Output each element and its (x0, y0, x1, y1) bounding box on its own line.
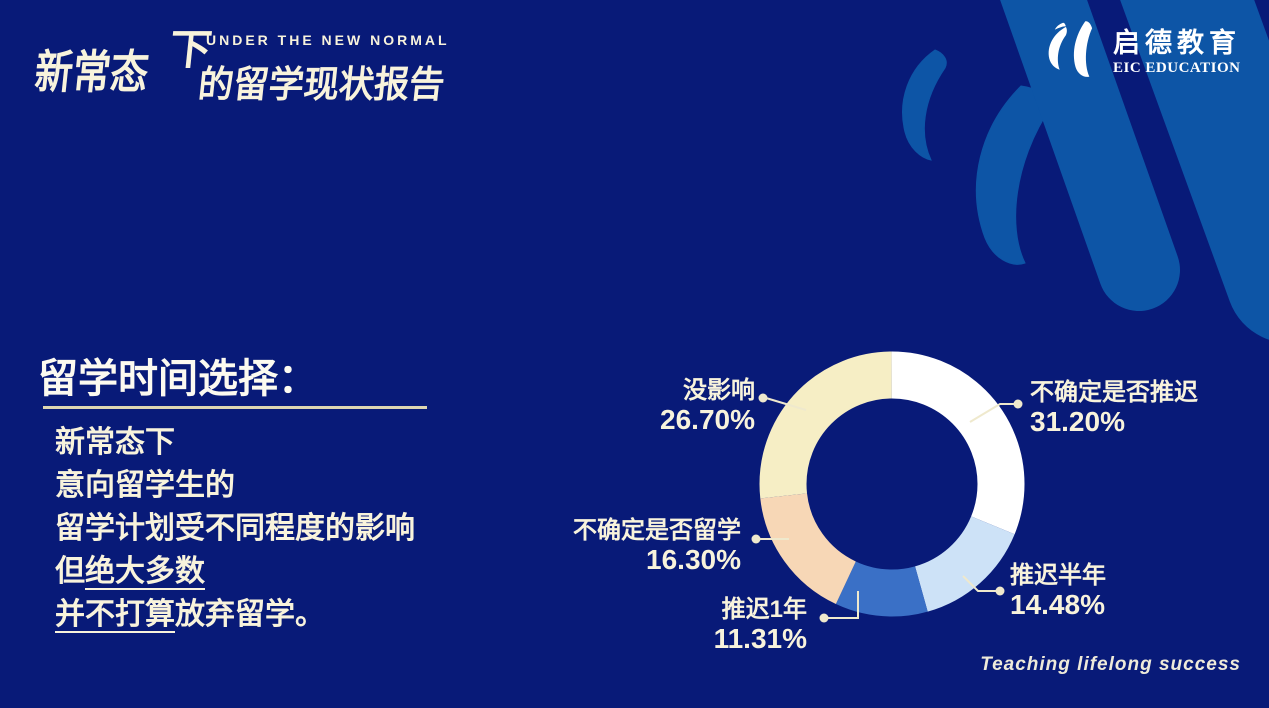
body-paragraph: 新常态下 意向留学生的 留学计划受不同程度的影响 但绝大多数 并不打算放弃留学。 (55, 421, 415, 636)
leader-dot-postpone-half-year (995, 586, 1005, 596)
chart-label-postpone-one-year: 推迟1年 11.31% (714, 596, 807, 654)
body-line-4: 但绝大多数 (55, 550, 415, 593)
donut-segment-2 (759, 351, 1025, 617)
body-line-5-suffix: 放弃留学。 (175, 598, 325, 631)
eic-logo-texts: 启德教育 EIC EDUCATION (1113, 21, 1241, 77)
brand-subtitle-en: UNDER THE NEW NORMAL (206, 32, 450, 48)
donut-segment-4 (759, 351, 1025, 617)
eic-logo: 启德教育 EIC EDUCATION (1041, 20, 1241, 78)
body-line-4-prefix: 但 (55, 555, 85, 588)
donut-segment-1 (759, 351, 1025, 617)
chart-label-uncertain-abroad: 不确定是否留学 16.30% (573, 517, 741, 575)
leader-postpone-one-year (827, 591, 859, 619)
chart-label-value: 31.20% (1030, 406, 1125, 437)
chart-label-no-impact: 没影响 26.70% (660, 377, 755, 435)
body-line-2: 意向留学生的 (55, 469, 235, 502)
leader-dot-no-impact (758, 393, 768, 403)
brand-title-rest: 的留学现状报告 (196, 64, 447, 105)
chart-label-name: 推迟半年 (1010, 562, 1106, 589)
body-line-4-underlined: 绝大多数 (85, 555, 205, 588)
chart-label-name: 推迟1年 (721, 596, 807, 623)
leader-dot-uncertain-postpone (1013, 399, 1023, 409)
leader-postpone-half-year (962, 575, 997, 592)
leader-lines (751, 393, 1023, 623)
swoosh-band-2 (1120, 0, 1269, 340)
chart-label-value: 16.30% (646, 544, 741, 575)
swoosh-band-1 (1000, 0, 1180, 311)
donut-segment-0 (759, 351, 1025, 617)
chart-label-value: 11.31% (713, 623, 807, 654)
donut-segments (759, 351, 1025, 617)
swoosh-crescent-large (975, 85, 1051, 265)
chart-label-value: 14.48% (1010, 589, 1105, 620)
body-line-1: 新常态下 (55, 426, 175, 459)
eic-name-zh: 启德教育 (1113, 28, 1241, 58)
body-line-5-underlined: 并不打算 (55, 598, 175, 631)
chart-label-uncertain-postpone: 不确定是否推迟 31.20% (1030, 379, 1198, 437)
leader-no-impact (765, 397, 807, 411)
chart-label-name: 不确定是否推迟 (1030, 379, 1198, 406)
body-line-3: 留学计划受不同程度的影响 (55, 512, 415, 545)
heading-underline-rule (43, 406, 427, 409)
chart-label-name: 不确定是否留学 (573, 517, 741, 544)
chart-label-value: 26.70% (660, 404, 755, 435)
leader-dot-postpone-one-year (819, 613, 829, 623)
brand-title-main: 新常态 (32, 46, 152, 98)
leader-uncertain-postpone (969, 403, 1015, 423)
donut-segment-3 (759, 351, 1025, 617)
body-line-5: 并不打算放弃留学。 (55, 593, 415, 636)
background-swoosh-pattern (902, 0, 1269, 340)
swoosh-crescent-small (902, 49, 947, 161)
eic-drop-mark-icon (1048, 21, 1093, 77)
leader-dot-uncertain-abroad (751, 534, 761, 544)
footer-tagline: Teaching lifelong success (980, 654, 1241, 675)
eic-name-en: EIC EDUCATION (1113, 60, 1241, 76)
chart-label-postpone-half-year: 推迟半年 14.48% (1010, 562, 1106, 620)
chart-label-name: 没影响 (683, 377, 755, 404)
section-heading: 留学时间选择： (38, 357, 318, 401)
brand-header: UNDER THE NEW NORMAL 新常态 下 的留学现状报告 (30, 10, 490, 110)
